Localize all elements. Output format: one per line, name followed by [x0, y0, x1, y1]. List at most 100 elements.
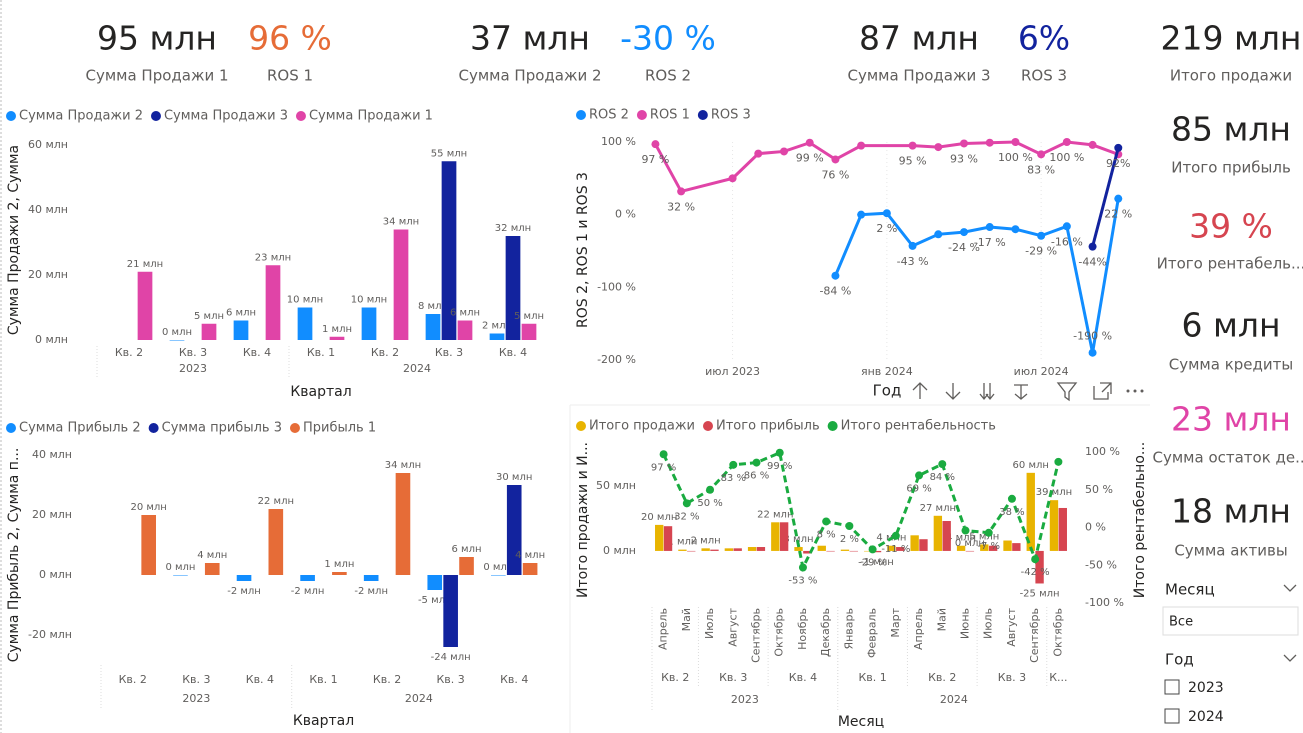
point	[1031, 555, 1040, 564]
line	[662, 450, 1060, 573]
data-label: 2 %	[840, 534, 859, 545]
data-label: -2 млн	[354, 586, 388, 597]
data-label: 83 %	[1027, 163, 1055, 176]
group-label: 2023	[179, 362, 207, 375]
bar	[137, 271, 153, 340]
dropdown[interactable]	[1162, 606, 1299, 636]
card-value: 6%	[1018, 19, 1070, 58]
x-tick-label: Март	[889, 607, 902, 637]
x-tick-label: Октябрь	[773, 608, 786, 657]
card-value: 95 млн	[97, 19, 217, 58]
y2-tick-label: 50 %	[1085, 483, 1113, 496]
data-label: 8 млн	[418, 301, 448, 312]
bar	[300, 575, 315, 581]
focus-icon[interactable]	[1093, 382, 1112, 400]
filter-icon[interactable]	[1056, 382, 1078, 402]
data-label: 95 %	[899, 155, 927, 168]
bar	[887, 545, 896, 551]
x-tick-label: Октябрь	[1051, 608, 1064, 657]
data-label: 55 млн	[431, 148, 467, 159]
more-icon[interactable]	[1126, 389, 1144, 393]
data-label: 3 млн	[784, 534, 814, 545]
drill-down[interactable]	[945, 383, 961, 400]
data-label: 6 млн	[452, 544, 482, 555]
legend-label: ROS 3	[711, 108, 751, 123]
bar	[965, 550, 975, 552]
bar	[701, 548, 710, 551]
bar	[687, 550, 696, 552]
bar	[910, 535, 919, 551]
x-tick-label: Август	[1005, 607, 1018, 646]
point	[985, 223, 994, 232]
data-label: 97 %	[641, 153, 669, 166]
data-label: 50 %	[697, 498, 722, 509]
line	[834, 198, 1120, 354]
point	[822, 517, 831, 526]
card-label: Сумма Продажи 2	[458, 67, 601, 85]
x-tick-label: Кв. 2	[115, 346, 143, 359]
expand-all[interactable]	[1014, 384, 1028, 400]
legend-label: Итого прибыль	[716, 419, 820, 434]
point	[938, 460, 947, 469]
legend-label: Итого продажи	[589, 419, 695, 434]
slicer-selected: Все	[1169, 615, 1193, 630]
x-tick-label: Апрель	[912, 608, 925, 650]
bar	[849, 550, 858, 552]
data-label: 20 млн	[130, 502, 166, 513]
point	[882, 209, 891, 218]
data-label: 21 млн	[127, 259, 163, 270]
data-label: 32 %	[667, 200, 695, 213]
data-label: 34 млн	[385, 460, 421, 471]
card-label: Сумма Продажи 3	[847, 67, 990, 85]
bar	[265, 265, 281, 340]
point	[908, 141, 917, 150]
x-tick-label: Кв. 3	[179, 346, 207, 359]
drill-up[interactable]	[912, 382, 928, 399]
data-label: 6 млн	[450, 308, 480, 319]
quarter-label: Кв. 2	[661, 671, 689, 684]
bar	[872, 550, 882, 553]
data-label: 76 %	[821, 168, 849, 181]
data-label: 20 млн	[641, 512, 677, 523]
bar	[204, 563, 220, 575]
x-tick-label: Сентябрь	[750, 608, 763, 663]
point	[754, 149, 763, 158]
data-label: -24 млн	[431, 652, 471, 663]
data-label: 0 млн	[955, 538, 985, 549]
point	[1088, 348, 1097, 357]
year-label: 2023	[731, 693, 759, 706]
quarter-label: Кв. 3	[719, 671, 747, 684]
data-label: 4 млн	[515, 550, 545, 561]
x-tick-label: Кв. 2	[371, 346, 399, 359]
legend-label: ROS 2	[589, 108, 629, 123]
x-tick-label: Февраль	[866, 608, 879, 658]
data-label: 8 %	[817, 529, 836, 540]
point	[659, 450, 668, 459]
data-label: 10 млн	[351, 295, 387, 306]
data-label: -42 %	[1021, 567, 1050, 578]
y-tick-label: 20 млн	[28, 268, 68, 281]
checkbox[interactable]	[1164, 679, 1180, 695]
legend-label: Сумма прибыль 3	[162, 421, 282, 436]
data-label: 22 %	[1104, 208, 1132, 221]
y-tick-label: -20 млн	[28, 628, 72, 641]
x-tick-label: Кв. 4	[243, 346, 271, 359]
x-tick-label: Май	[935, 608, 948, 631]
data-label: 100 %	[1049, 151, 1084, 164]
bar	[771, 522, 780, 551]
y-tick-label: 0 %	[615, 208, 636, 221]
data-label: -11 %	[881, 544, 910, 555]
expand-level[interactable]	[979, 383, 995, 401]
y-tick-label: 60 млн	[28, 138, 68, 151]
point	[1011, 138, 1020, 146]
point	[1054, 457, 1063, 466]
x-tick-label: Кв. 2	[119, 673, 147, 686]
point	[845, 521, 854, 530]
point	[857, 141, 866, 150]
checkbox[interactable]	[1164, 708, 1180, 724]
legend-swatch	[295, 111, 306, 121]
data-label: 1 млн	[322, 324, 352, 335]
bar	[443, 575, 458, 647]
data-label: 32 %	[674, 511, 699, 522]
bar	[817, 545, 826, 551]
